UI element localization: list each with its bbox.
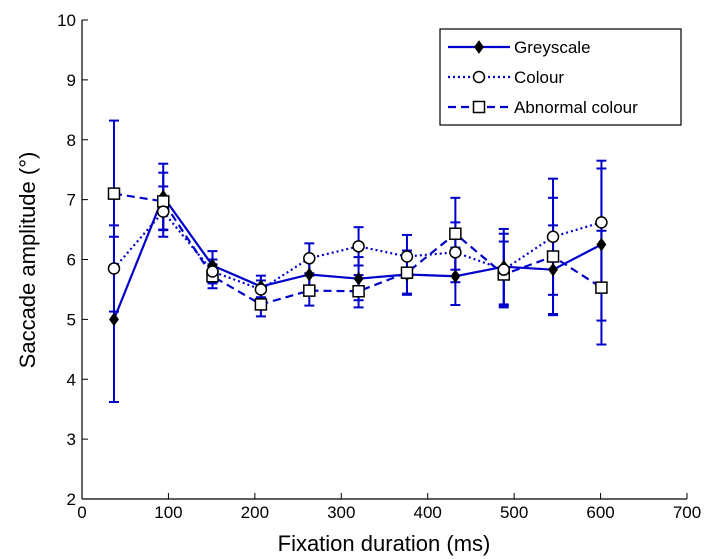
series-line-2 — [113, 192, 603, 306]
marker-s1-p6 — [400, 250, 414, 263]
marker-s2-p1 — [156, 195, 170, 208]
y-tick-label-5: 7 — [67, 191, 76, 210]
y-tick-label-8: 10 — [57, 11, 76, 30]
x-tick-label-1: 100 — [154, 503, 182, 522]
x-tick-label-7: 700 — [673, 503, 701, 522]
marker-s1-p0 — [107, 262, 121, 275]
marker-s2-p9 — [546, 250, 560, 263]
marker-s2-p6 — [400, 266, 414, 279]
marker-s2-p5 — [352, 284, 365, 298]
marker-s1-p7 — [449, 246, 462, 259]
legend: Greyscale Colour Abnormal colour — [439, 28, 682, 126]
legend-marker-2 — [472, 100, 486, 114]
marker-s1-p1 — [156, 205, 170, 218]
y-tick-label-1: 3 — [67, 430, 76, 449]
legend-label-1: Colour — [514, 68, 564, 87]
y-tick-label-6: 8 — [67, 131, 76, 150]
marker-s0-p5 — [353, 271, 364, 286]
x-tick-label-4: 400 — [414, 503, 442, 522]
marker-s0-p4 — [304, 267, 315, 282]
marker-s0-p7 — [450, 269, 461, 284]
error-bars — [108, 119, 607, 404]
y-tick-label-3: 5 — [67, 310, 76, 329]
x-tick-label-2: 200 — [241, 503, 269, 522]
marker-s0-p9 — [548, 262, 558, 277]
marker-s1-p4 — [303, 252, 316, 265]
legend-marker-0 — [474, 40, 484, 54]
marker-s2-p3 — [254, 298, 268, 311]
x-tick-label-3: 300 — [327, 503, 355, 522]
marker-s1-p2 — [206, 265, 219, 278]
y-tick-label-0: 2 — [67, 490, 76, 509]
marker-s1-p8 — [497, 263, 511, 276]
marker-s2-p0 — [107, 187, 121, 200]
x-tick-label-0: 0 — [77, 503, 86, 522]
y-axis-label: Saccade amplitude (°) — [15, 152, 40, 369]
axes: 0 100 200 300 400 500 600 700 2 3 4 5 6 7 8 9 10 — [57, 11, 701, 522]
x-tick-label-6: 600 — [586, 503, 614, 522]
legend-marker-1 — [472, 70, 486, 84]
y-tick-label-2: 4 — [67, 370, 76, 389]
x-axis-label: Fixation duration (ms) — [278, 531, 491, 556]
marker-s2-p4 — [303, 284, 316, 297]
marker-s0-p10 — [596, 237, 607, 252]
y-tick-label-7: 9 — [67, 71, 76, 90]
marker-s1-p9 — [546, 230, 560, 243]
y-tick-label-4: 6 — [67, 251, 76, 270]
marker-s1-p5 — [352, 240, 365, 253]
series-markers — [107, 187, 608, 327]
legend-label-2: Abnormal colour — [514, 98, 638, 117]
marker-s1-p3 — [254, 283, 268, 296]
marker-s1-p10 — [595, 216, 608, 229]
marker-s2-p7 — [449, 227, 462, 241]
x-tick-label-5: 500 — [500, 503, 528, 522]
legend-label-0: Greyscale — [514, 38, 591, 57]
marker-s2-p10 — [595, 281, 608, 294]
marker-s0-p0 — [109, 312, 119, 327]
